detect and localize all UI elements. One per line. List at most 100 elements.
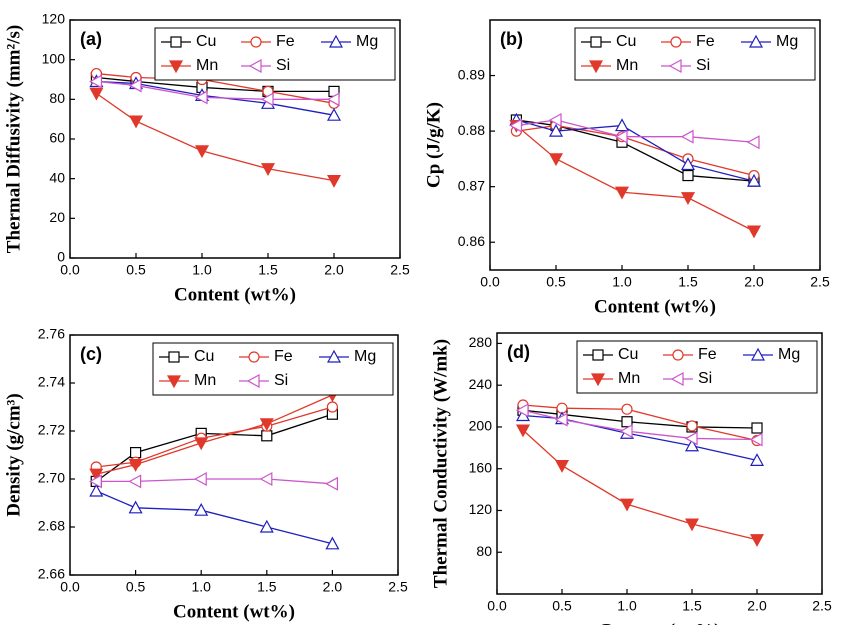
y-tick-label: 200 <box>469 418 493 434</box>
x-tick-label: 0.5 <box>126 262 146 278</box>
legend-label: Mg <box>776 33 798 50</box>
legend-label: Fe <box>276 33 295 50</box>
marker <box>548 123 564 137</box>
legend-label: Mn <box>194 372 216 389</box>
marker <box>751 422 763 434</box>
y-tick-label: 80 <box>476 543 492 559</box>
legend-label: Fe <box>274 348 293 365</box>
y-tick-label: 100 <box>42 50 66 66</box>
x-tick-label: 1.0 <box>191 579 211 595</box>
x-tick-label: 0.0 <box>480 274 500 290</box>
marker <box>621 416 633 428</box>
marker <box>326 401 338 413</box>
y-tick-label: 2.72 <box>38 422 65 438</box>
x-tick-label: 0.0 <box>487 598 507 614</box>
x-tick-label: 1.5 <box>257 579 277 595</box>
x-tick-label: 2.5 <box>388 579 408 595</box>
marker <box>592 349 604 361</box>
panel: 0.0 0.5 1.0 1.5 2.0 2.5 80 120 160 200 240 280 Conte… <box>430 332 832 625</box>
y-axis-title: Density (g/cm³) <box>3 393 24 516</box>
x-tick-label: 1.0 <box>192 262 212 278</box>
y-tick-label: 160 <box>469 459 493 475</box>
y-axis-title: Thermal Diffusivity (mm²/s) <box>3 25 24 253</box>
marker <box>168 351 180 363</box>
legend-label: Mn <box>196 57 218 74</box>
legend-label: Mg <box>356 33 378 50</box>
y-tick-label: 0.88 <box>458 122 485 138</box>
legend-label: Cu <box>196 33 216 50</box>
marker <box>684 438 700 452</box>
legend-label: Mg <box>778 346 800 363</box>
legend-label: Cu <box>616 33 636 50</box>
marker <box>548 153 564 167</box>
y-tick-label: 280 <box>469 334 493 350</box>
marker <box>326 175 342 188</box>
marker <box>259 471 273 487</box>
y-axis-title: Cp (J/g/K) <box>423 102 444 188</box>
marker <box>590 373 606 387</box>
x-tick-label: 1.5 <box>258 262 278 278</box>
marker <box>670 36 682 48</box>
marker <box>194 90 208 105</box>
x-tick-label: 0.0 <box>60 579 80 595</box>
y-tick-label: 0.86 <box>458 233 485 249</box>
marker <box>619 498 635 512</box>
marker <box>749 534 765 547</box>
marker <box>548 112 562 128</box>
marker <box>260 163 276 177</box>
legend-label: Fe <box>698 346 717 363</box>
marker <box>746 135 760 150</box>
panel: 0.0 0.5 1.0 1.5 2.0 2.5 2.66 2.68 2.70 2.72 2.74 2.… <box>3 326 408 623</box>
x-tick-label: 0.5 <box>546 274 566 290</box>
marker <box>89 468 104 482</box>
x-tick-label: 2.0 <box>324 262 344 278</box>
panel-label: (a) <box>80 29 102 49</box>
marker <box>326 92 340 107</box>
marker <box>746 173 762 187</box>
marker <box>750 347 766 361</box>
legend-label: Si <box>276 57 290 74</box>
marker <box>554 459 570 473</box>
marker <box>590 36 602 48</box>
series-line <box>95 490 333 545</box>
legend-label: Cu <box>194 348 214 365</box>
marker <box>614 129 628 144</box>
marker <box>328 34 344 48</box>
marker <box>260 92 274 107</box>
x-axis-title: Content (wt%) <box>594 296 716 317</box>
x-tick-label: 0.5 <box>126 579 146 595</box>
y-tick-label: 2.66 <box>38 566 65 582</box>
panel-label: (b) <box>500 29 523 49</box>
marker <box>168 60 184 74</box>
marker <box>89 74 103 89</box>
panel-label: (d) <box>507 342 530 362</box>
panel: 0.0 0.5 1.0 1.5 2.0 2.5 0.86 0.87 0.88 0.89 Conten… <box>423 19 830 317</box>
marker <box>614 118 630 132</box>
marker <box>166 375 182 389</box>
y-tick-label: 60 <box>49 130 65 146</box>
x-tick-label: 2.0 <box>744 274 764 290</box>
marker <box>515 424 531 438</box>
marker <box>680 192 696 206</box>
marker <box>128 115 144 129</box>
x-tick-label: 1.0 <box>612 274 632 290</box>
plot-frame <box>496 332 823 595</box>
marker <box>89 483 104 497</box>
plot-frame <box>69 19 401 259</box>
legend-label: Mn <box>616 57 638 74</box>
marker <box>246 373 260 389</box>
marker <box>250 36 262 48</box>
marker <box>128 474 142 489</box>
marker <box>128 78 142 93</box>
marker <box>326 107 342 121</box>
marker <box>749 432 763 447</box>
marker <box>325 476 338 491</box>
y-tick-label: 2.76 <box>38 326 65 342</box>
y-tick-label: 240 <box>469 376 493 392</box>
y-tick-label: 40 <box>49 169 65 185</box>
marker <box>325 536 340 550</box>
legend-box <box>574 27 816 81</box>
marker <box>554 412 568 427</box>
marker <box>746 225 762 239</box>
y-tick-label: 2.74 <box>38 374 65 390</box>
